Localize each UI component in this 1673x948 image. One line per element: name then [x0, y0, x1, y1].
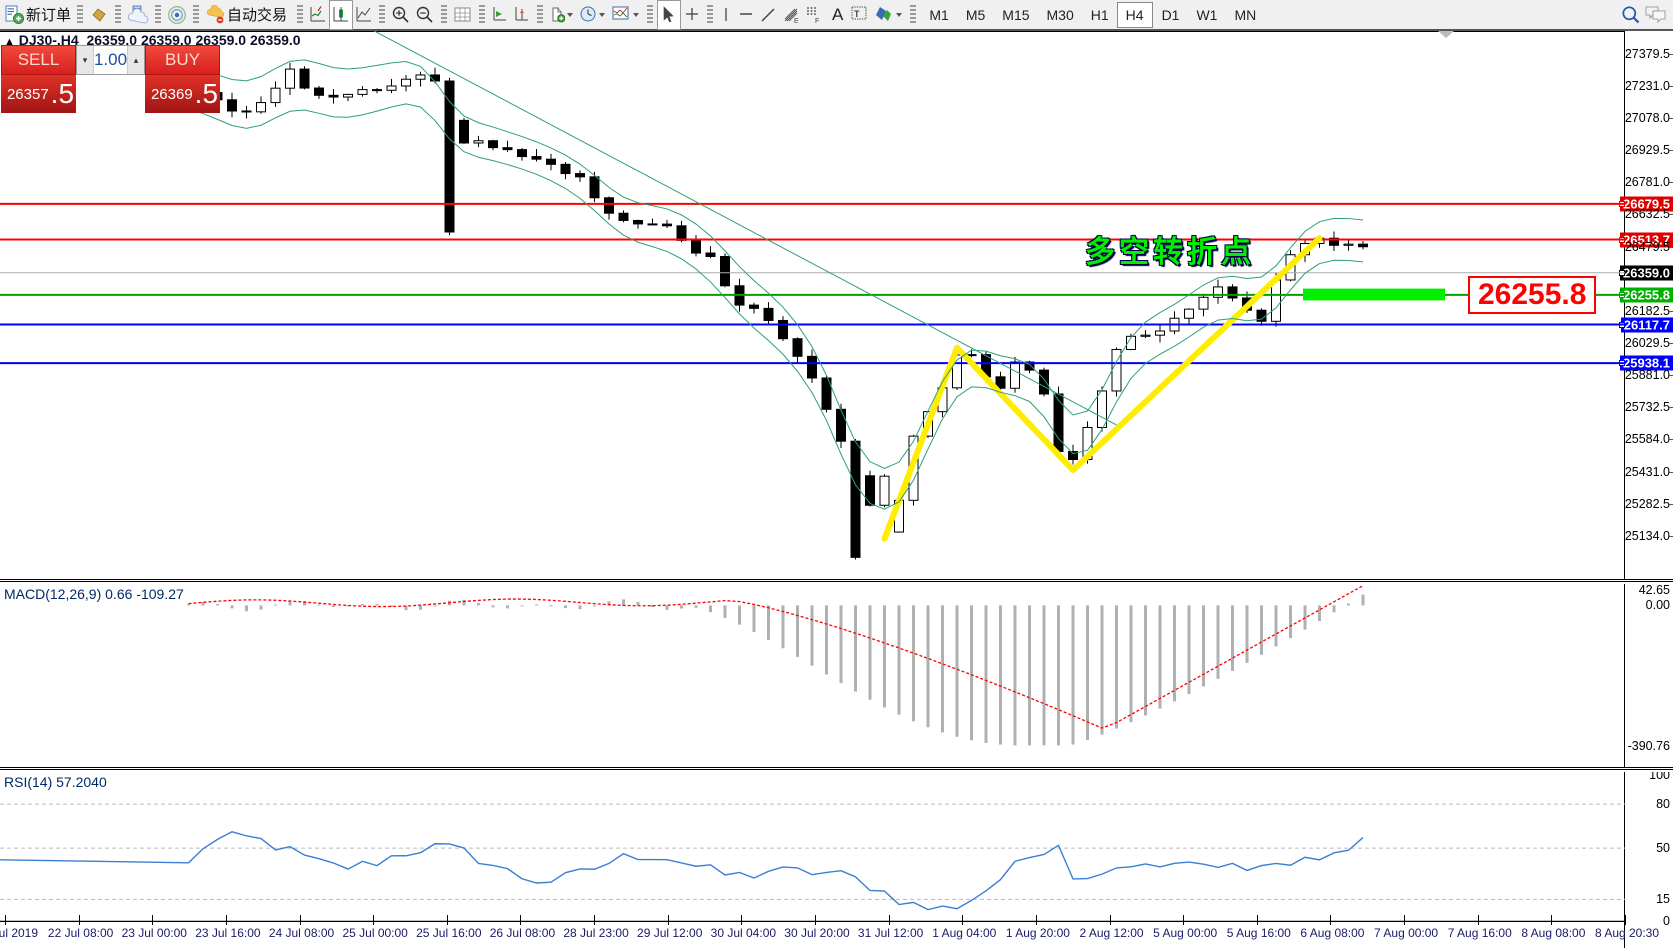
svg-text:T: T — [854, 9, 860, 19]
svg-text:F: F — [815, 18, 819, 25]
svg-text:E: E — [794, 18, 799, 25]
